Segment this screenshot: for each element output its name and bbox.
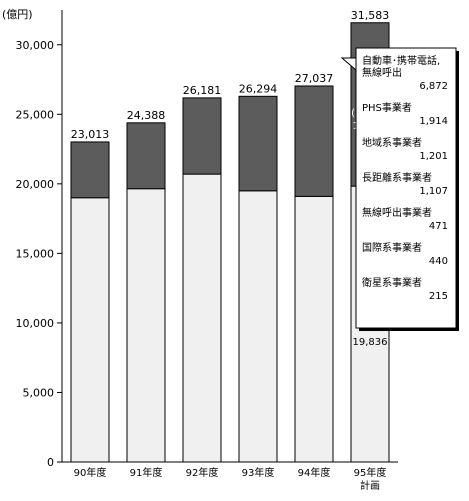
breakdown-name: 衛星系事業者 <box>362 276 422 289</box>
y-tick-label: 20,000 <box>16 178 55 191</box>
y-tick-label: 5,000 <box>23 386 55 399</box>
callout-pointer <box>340 57 357 71</box>
bar-segment-ntt-kdd <box>70 197 110 463</box>
x-tick-label: 90年度 <box>74 466 107 479</box>
bar-segment-ncc <box>70 141 110 199</box>
bar-total-label: 24,388 <box>127 109 166 122</box>
breakdown-value: 440 <box>429 256 448 267</box>
bar-segment-ntt-kdd <box>126 188 166 463</box>
breakdown-value: 1,107 <box>419 186 448 197</box>
breakdown-name: 長距離系事業者 <box>362 171 432 184</box>
bar-total-label: 31,583 <box>351 9 390 22</box>
breakdown-value: 6,872 <box>419 81 448 92</box>
bar-total-label: 26,294 <box>239 82 278 95</box>
y-axis: 0 5,000 10,000 15,000 20,000 25,000 30,000 <box>16 10 398 469</box>
breakdown-value: 215 <box>429 291 448 302</box>
bar-segment-ntt-kdd <box>238 190 278 463</box>
y-tick-label: 25,000 <box>16 108 55 121</box>
breakdown-name: 自動車･携帯電話, <box>362 54 440 67</box>
breakdown-value: 1,201 <box>419 151 448 162</box>
total-labels: 23,013 24,388 26,181 26,294 27,037 31,583 <box>71 9 390 141</box>
x-tick-sublabel: 計画 <box>360 479 380 492</box>
bar-segment-ntt-kdd <box>294 195 334 463</box>
bar-segment-ncc <box>182 97 222 175</box>
breakdown-value: 471 <box>429 221 448 232</box>
bar-total-label: 27,037 <box>295 72 334 85</box>
x-tick-label: 92年度 <box>186 466 219 479</box>
bar-total-label: 26,181 <box>183 84 222 97</box>
x-tick-label: 93年度 <box>242 466 275 479</box>
breakdown-value: 1,914 <box>419 116 448 127</box>
breakdown-name: 国際系事業者 <box>362 241 422 254</box>
breakdown-name: 地域系事業者 <box>362 136 422 149</box>
bar-segment-ncc <box>238 95 278 192</box>
x-tick-label: 91年度 <box>130 466 163 479</box>
bar-total-label: 23,013 <box>71 128 110 141</box>
breakdown-name: 無線呼出事業者 <box>362 206 432 219</box>
breakdown-name-line2: 無線呼出 <box>362 66 402 79</box>
bar-segment-ncc <box>126 122 166 190</box>
bars <box>70 22 390 463</box>
y-tick-label: 15,000 <box>16 247 55 260</box>
y-tick-label: 30,000 <box>16 39 55 52</box>
y-tick-label: 10,000 <box>16 317 55 330</box>
bar-segment-ncc <box>294 85 334 197</box>
callout-box <box>355 47 457 329</box>
bar-segment-ntt-kdd <box>182 173 222 463</box>
y-tick-label: 0 <box>47 456 54 469</box>
y-axis-unit-label: (億円) <box>2 8 33 21</box>
x-tick-label: 95年度 <box>354 466 387 479</box>
x-tick-label: 94年度 <box>298 466 331 479</box>
breakdown-name: PHS事業者 <box>362 101 412 114</box>
breakdown-callout: 自動車･携帯電話,無線呼出 6,872 PHS事業者 1,914 地域系事業者 1,201… <box>340 47 459 331</box>
ntt-label-line: 19,836 <box>353 337 388 348</box>
